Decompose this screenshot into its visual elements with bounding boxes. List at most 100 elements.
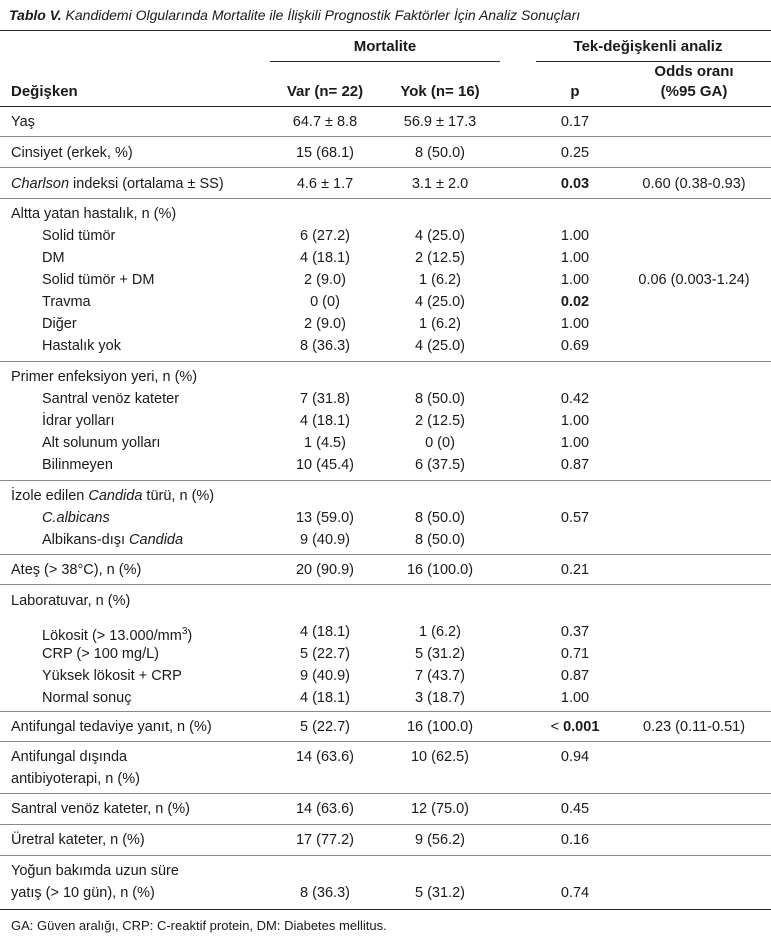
table-row-altta: Altta yatan hastalık, n (%)	[0, 203, 771, 225]
table-number: Tablo V.	[9, 7, 62, 23]
table-row-diger: Diğer 2 (9.0) 1 (6.2) 1.00	[0, 313, 771, 335]
row-label: Laboratuvar, n (%)	[11, 593, 131, 609]
table-row-santral: Santral venöz kateter 7 (31.8) 8 (50.0) …	[0, 388, 771, 410]
table-row-charlson: Charlson indeksi (ortalama ± SS) 4.6 ± 1…	[0, 173, 771, 195]
row-label: Normal sonuç	[42, 690, 132, 706]
table-row-bilinmeyen: Bilinmeyen 10 (45.4) 6 (37.5) 0.87	[0, 454, 771, 476]
cell-var: 7 (31.8)	[300, 391, 350, 407]
row-label: Alt solunum yolları	[42, 435, 161, 451]
row-label-italic: Candida	[88, 488, 143, 504]
rule-mortalite	[270, 61, 500, 62]
cell-p: 1.00	[560, 413, 590, 429]
row-label: DM	[42, 250, 65, 266]
cell-p: 1.00	[560, 250, 590, 266]
cell-p: 0.69	[560, 338, 590, 354]
cell-p: 0.02	[560, 294, 590, 310]
cell-or: 0.06 (0.003-1.24)	[638, 272, 750, 288]
cell-p-value: 0.001	[563, 719, 600, 735]
table-row-uretral: Üretral kateter, n (%) 17 (77.2) 9 (56.2…	[0, 829, 771, 851]
table-row-hastalikyok: Hastalık yok 8 (36.3) 4 (25.0) 0.69	[0, 335, 771, 357]
table-row-soliddm: Solid tümör + DM 2 (9.0) 1 (6.2) 1.00 0.…	[0, 269, 771, 291]
row-label: Albikans-dışı Candida	[42, 529, 183, 551]
row-label: C.albicans	[42, 510, 110, 526]
row-label: Solid tümör + DM	[42, 272, 155, 288]
header-var: Var (n= 22)	[286, 83, 364, 100]
cell-yok: 2 (12.5)	[415, 413, 465, 429]
cell-or: 0.23 (0.11-0.51)	[642, 719, 746, 735]
cell-yok: 8 (50.0)	[415, 391, 465, 407]
table-row-ates: Ateş (> 38°C), n (%) 20 (90.9) 16 (100.0…	[0, 559, 771, 581]
cell-var: 4.6 ± 1.7	[296, 176, 354, 192]
cell-yok: 3.1 ± 2.0	[411, 176, 469, 192]
row-label-line2: antibiyoterapi, n (%)	[11, 771, 140, 787]
cell-p: 0.21	[560, 562, 590, 578]
cell-yok: 9 (56.2)	[415, 832, 465, 848]
row-label-line1: Yoğun bakımda uzun süre	[11, 863, 179, 879]
cell-yok: 16 (100.0)	[406, 719, 474, 735]
cell-var: 9 (40.9)	[300, 532, 350, 548]
rule-row	[0, 136, 771, 137]
table-row-yogun: Yoğun bakımda uzun süre	[0, 860, 771, 882]
cell-p: 0.87	[560, 457, 590, 473]
table-row-yas: Yaş 64.7 ± 8.8 56.9 ± 17.3 0.17	[0, 111, 771, 133]
cell-or: 0.60 (0.38-0.93)	[642, 176, 746, 192]
cell-p: 1.00	[560, 435, 590, 451]
row-label: Charlson indeksi (ortalama ± SS)	[11, 173, 224, 195]
cell-p: 0.17	[560, 114, 590, 130]
row-label: Lökosit (> 13.000/mm3)	[42, 621, 192, 647]
rule-row	[0, 361, 771, 362]
cell-yok: 8 (50.0)	[415, 510, 465, 526]
cell-p: 0.42	[560, 391, 590, 407]
row-label: Yüksek lökosit + CRP	[42, 668, 182, 684]
cell-var: 9 (40.9)	[300, 668, 350, 684]
row-label-line2: yatış (> 10 gün), n (%)	[11, 885, 155, 901]
cell-yok: 5 (31.2)	[415, 885, 465, 901]
row-label: Altta yatan hastalık, n (%)	[11, 206, 177, 222]
table-row-travma: Travma 0 (0) 4 (25.0) 0.02	[0, 291, 771, 313]
cell-yok: 1 (6.2)	[419, 272, 461, 288]
table-row-albikansdisi: Albikans-dışı Candida 9 (40.9) 8 (50.0)	[0, 529, 771, 551]
row-label: Ateş (> 38°C), n (%)	[11, 562, 142, 578]
row-label-rest: indeksi (ortalama ± SS)	[69, 176, 224, 192]
table-row-dm: DM 4 (18.1) 2 (12.5) 1.00	[0, 247, 771, 269]
table-row-normal: Normal sonuç 4 (18.1) 3 (18.7) 1.00	[0, 687, 771, 709]
cell-yok: 4 (25.0)	[415, 228, 465, 244]
cell-var: 6 (27.2)	[300, 228, 350, 244]
table-row-lokosit: Lökosit (> 13.000/mm3) 4 (18.1) 1 (6.2) …	[0, 621, 771, 644]
header-analiz: Tek-değişkenli analiz	[573, 38, 723, 55]
row-label: Hastalık yok	[42, 338, 121, 354]
cell-p: 0.94	[560, 749, 590, 765]
rule-row	[0, 167, 771, 168]
row-label-line1: Antifungal dışında	[11, 749, 128, 765]
rule-row	[0, 198, 771, 199]
rule-bottom	[0, 909, 771, 910]
cell-yok: 7 (43.7)	[415, 668, 465, 684]
row-label-post: )	[187, 627, 193, 644]
cell-var: 5 (22.7)	[300, 719, 350, 735]
rule-row	[0, 480, 771, 481]
row-label-italic: Charlson	[11, 176, 70, 192]
cell-var: 4 (18.1)	[300, 250, 350, 266]
cell-var: 2 (9.0)	[304, 316, 346, 332]
cell-var: 14 (63.6)	[295, 801, 355, 817]
cell-yok: 56.9 ± 17.3	[403, 114, 477, 130]
rule-header	[0, 106, 771, 107]
cell-p: 1.00	[560, 690, 590, 706]
rule-row	[0, 584, 771, 585]
row-label-sup: 3	[181, 626, 188, 637]
row-label: Yaş	[11, 114, 35, 130]
table-row-altsolunum: Alt solunum yolları 1 (4.5) 0 (0) 1.00	[0, 432, 771, 454]
table-row-cinsiyet: Cinsiyet (erkek, %) 15 (68.1) 8 (50.0) 0…	[0, 142, 771, 164]
row-label: Santral venöz kateter	[42, 391, 180, 407]
table-title: Tablo V. Kandidemi Olgularında Mortalite…	[9, 7, 580, 23]
cell-p: 0.57	[560, 510, 590, 526]
cell-var: 10 (45.4)	[295, 457, 355, 473]
cell-var: 0 (0)	[310, 294, 340, 310]
cell-p: 0.16	[560, 832, 590, 848]
row-label: Üretral kateter, n (%)	[11, 832, 145, 848]
table-caption: Kandidemi Olgularında Mortalite ile İliş…	[61, 7, 581, 23]
cell-var: 5 (22.7)	[300, 646, 350, 662]
table-row-idrar: İdrar yolları 4 (18.1) 2 (12.5) 1.00	[0, 410, 771, 432]
cell-p: 0.25	[560, 145, 590, 161]
